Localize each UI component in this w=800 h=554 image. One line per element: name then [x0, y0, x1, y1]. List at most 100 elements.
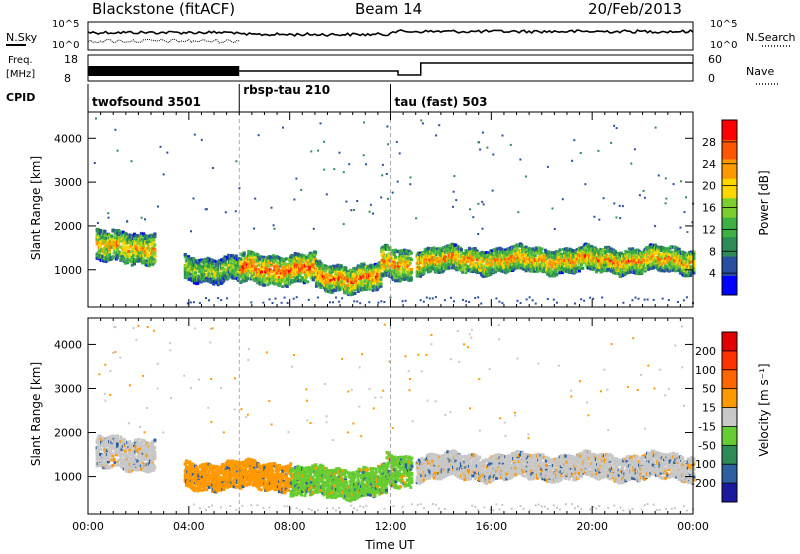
heatmap-cell — [120, 234, 124, 238]
heatmap-cell — [442, 253, 446, 257]
heatmap-cell — [269, 273, 273, 277]
heatmap-cell — [151, 263, 155, 267]
heatmap-cell — [299, 259, 303, 263]
heatmap-cell — [376, 273, 380, 277]
heatmap-cell — [111, 255, 115, 259]
heatmap-cell — [187, 267, 191, 271]
heatmap-cell — [311, 263, 315, 266]
heatmap-cell — [464, 271, 468, 274]
heatmap-cell — [394, 257, 397, 261]
heatmap-cell — [438, 270, 442, 274]
heatmap-cell — [269, 264, 273, 268]
heatmap-cell — [113, 241, 117, 244]
heatmap-cell — [276, 267, 280, 271]
heatmap-cell — [354, 280, 358, 284]
heatmap-cell — [318, 274, 322, 278]
heatmap-cell — [298, 273, 302, 277]
heatmap-cell — [153, 243, 157, 247]
heatmap-cell — [223, 259, 227, 263]
nsearch-label: N.Search — [746, 31, 796, 44]
heatmap-cell — [458, 263, 462, 267]
heatmap-cell — [351, 270, 355, 274]
heatmap-cell — [246, 277, 250, 280]
heatmap-cell — [96, 227, 100, 231]
heatmap-cell — [398, 275, 402, 279]
heatmap-cell — [234, 266, 238, 270]
heatmap-cell — [371, 288, 375, 292]
heatmap-cell — [368, 285, 372, 289]
heatmap-cell — [381, 248, 385, 251]
heatmap-cell — [264, 279, 268, 283]
heatmap-cell — [289, 276, 293, 280]
heatmap-cell — [465, 258, 469, 262]
heatmap-cell — [280, 274, 284, 278]
heatmap-cell — [242, 279, 246, 283]
heatmap-cell — [137, 251, 141, 255]
heatmap-cell — [329, 272, 333, 276]
heatmap-cell — [382, 261, 386, 265]
heatmap-cell — [144, 237, 148, 240]
heatmap-cell — [390, 261, 394, 265]
heatmap-cell — [337, 272, 341, 276]
heatmap-cell — [130, 255, 134, 259]
heatmap-cell — [361, 282, 365, 285]
heatmap-cell — [222, 257, 226, 260]
heatmap-cell — [127, 252, 131, 255]
heatmap-cell — [396, 266, 400, 270]
heatmap-cell — [453, 266, 457, 270]
heatmap-cell — [362, 269, 366, 273]
power-heatmap-data — [93, 112, 696, 307]
heatmap-cell — [103, 249, 107, 253]
heatmap-cell — [437, 268, 441, 272]
heatmap-cell — [241, 275, 245, 279]
heatmap-cell — [99, 243, 102, 247]
heatmap-cell — [300, 275, 304, 279]
heatmap-cell — [380, 272, 384, 276]
heatmap-cell — [131, 253, 135, 257]
heatmap-cell — [211, 262, 214, 266]
heatmap-cell — [249, 268, 253, 272]
heatmap-cell — [138, 238, 142, 242]
heatmap-cell — [461, 268, 465, 272]
heatmap-cell — [139, 258, 143, 262]
heatmap-cell — [409, 268, 413, 272]
heatmap-cell — [266, 283, 270, 287]
heatmap-cell — [342, 271, 346, 275]
heatmap-cell — [116, 252, 119, 256]
heatmap-cell — [144, 235, 148, 239]
heatmap-cell — [359, 277, 363, 281]
heatmap-cell — [255, 264, 259, 268]
heatmap-cell — [427, 247, 431, 251]
heatmap-cell — [429, 268, 433, 272]
heatmap-cell — [454, 256, 458, 260]
heatmap-cell — [126, 255, 130, 259]
heatmap-cell — [228, 257, 231, 260]
heatmap-cell — [290, 262, 294, 266]
heatmap-cell — [271, 270, 274, 274]
heatmap-cell — [475, 251, 479, 255]
heatmap-cell — [148, 262, 152, 266]
heatmap-cell — [263, 283, 267, 287]
heatmap-cell — [399, 261, 403, 265]
heatmap-cell — [367, 264, 371, 268]
heatmap-cell — [290, 255, 294, 259]
heatmap-cell — [464, 268, 468, 272]
heatmap-cell — [303, 279, 307, 283]
heatmap-cell — [126, 261, 130, 265]
heatmap-cell — [381, 245, 385, 249]
heatmap-cell — [364, 287, 368, 291]
date-label: 20/Feb/2013 — [588, 0, 682, 18]
heatmap-cell — [372, 280, 376, 284]
heatmap-cell — [271, 278, 274, 282]
heatmap-cell — [377, 278, 381, 282]
heatmap-cell — [314, 275, 318, 279]
heatmap-cell — [183, 270, 187, 274]
heatmap-cell — [446, 264, 450, 268]
heatmap-cell — [445, 251, 449, 255]
heatmap-cell — [216, 267, 220, 271]
heatmap-cell — [421, 251, 425, 255]
heatmap-cell — [131, 241, 135, 245]
heatmap-cell — [273, 272, 277, 276]
heatmap-cell — [404, 256, 408, 260]
heatmap-cell — [467, 246, 471, 250]
